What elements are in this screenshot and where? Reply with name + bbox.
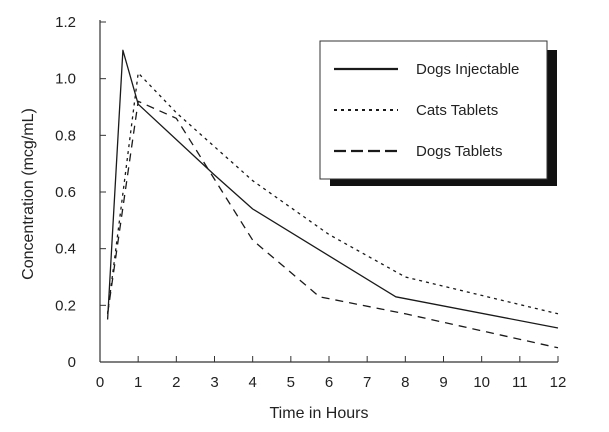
x-tick-label: 0: [96, 374, 104, 391]
x-tick-label: 12: [550, 374, 567, 391]
legend-label: Dogs Tablets: [416, 143, 502, 160]
x-tick-label: 6: [325, 374, 333, 391]
series-line-cats-tablets: [106, 72, 559, 315]
x-tick-label: 3: [210, 374, 218, 391]
legend-label: Dogs Injectable: [416, 61, 519, 78]
x-axis-title: Time in Hours: [270, 405, 369, 422]
series-layer: [106, 49, 559, 349]
y-tick-label: 0.2: [55, 297, 76, 314]
x-tick-label: 1: [134, 374, 142, 391]
series-line-dogs-injectable: [106, 49, 559, 329]
y-tick-label: 1.0: [55, 71, 76, 88]
x-tick-label: 10: [473, 374, 490, 391]
y-axis-title: Concentration (mcg/mL): [20, 108, 37, 280]
x-tick-label: 8: [401, 374, 409, 391]
series-line-dogs-tablets: [106, 100, 559, 349]
x-tick-label: 7: [363, 374, 371, 391]
legend: Dogs Injectable Cats Tablets Dogs Tablets: [319, 40, 557, 186]
x-tick-label: 2: [172, 374, 180, 391]
x-tick-label: 5: [287, 374, 295, 391]
x-tick-label: 4: [248, 374, 256, 391]
x-tick-label: 9: [439, 374, 447, 391]
y-tick-label: 1.2: [55, 14, 76, 31]
y-tick-label: 0.4: [55, 241, 76, 258]
y-tick-label: 0.8: [55, 127, 76, 144]
x-tick-label: 11: [512, 374, 528, 391]
legend-label: Cats Tablets: [416, 102, 498, 119]
y-tick-label: 0.6: [55, 184, 76, 201]
y-tick-label: 0: [68, 354, 76, 371]
